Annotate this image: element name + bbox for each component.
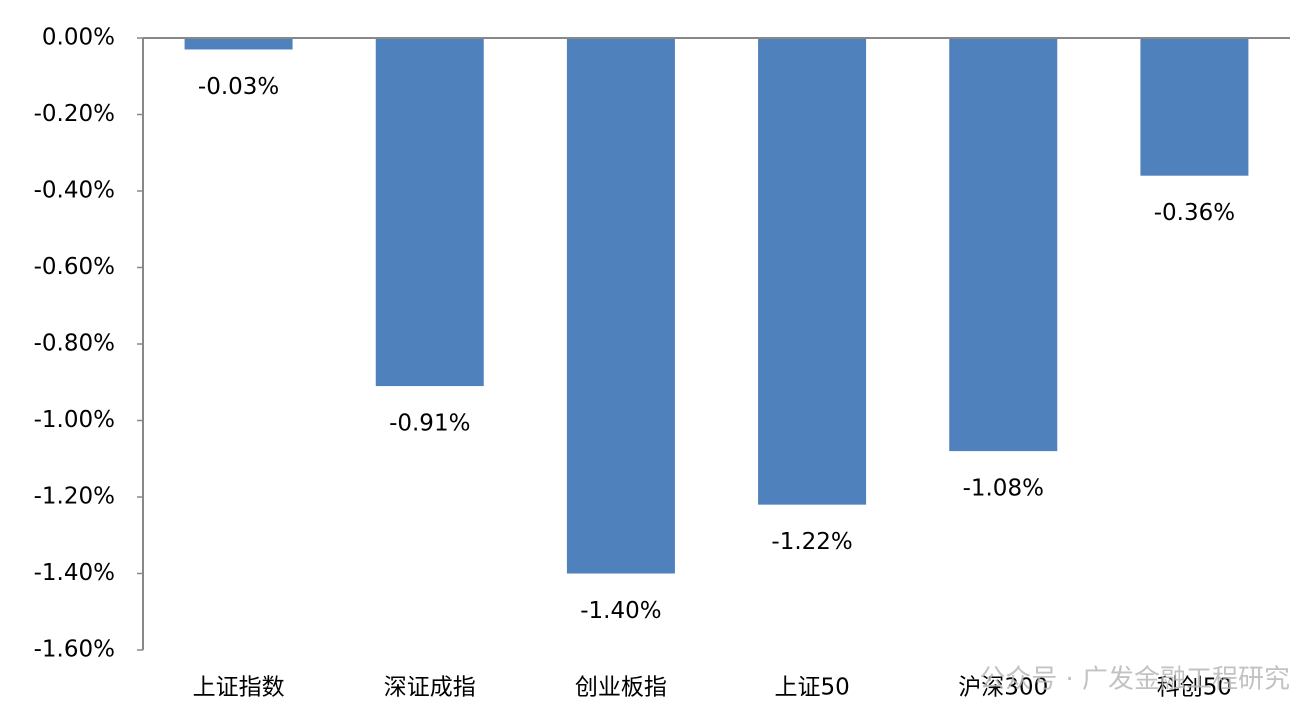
x-tick-label: 沪深300 [958,675,1048,701]
y-tick-label: -0.40% [34,178,115,204]
x-tick-label: 创业板指 [575,675,667,701]
x-tick-label: 深证成指 [384,675,476,701]
value-label: -1.40% [580,598,661,624]
bar [949,38,1058,452]
bar [1140,38,1249,176]
y-tick-label: -0.60% [34,254,115,280]
y-tick-label: -0.80% [34,331,115,357]
bar [758,38,867,505]
value-label: -1.08% [963,476,1044,502]
watermark: 公众号 · 广发金融工程研究 [979,665,1290,695]
bar [375,38,484,387]
y-tick-label: -1.60% [34,637,115,663]
value-label: -0.03% [198,74,279,100]
x-tick-label: 科创50 [1157,675,1232,701]
x-tick-label: 上证50 [774,675,849,701]
bar [566,38,675,574]
y-tick-label: -1.00% [34,407,115,433]
y-tick-label: 0.00% [42,25,115,51]
y-tick-label: -0.20% [34,101,115,127]
value-label: -0.36% [1154,200,1235,226]
value-label: -0.91% [389,411,470,437]
value-label: -1.22% [771,529,852,555]
y-tick-label: -1.40% [34,560,115,586]
y-tick-label: -1.20% [34,484,115,510]
bar [184,38,293,50]
x-tick-label: 上证指数 [193,675,285,701]
